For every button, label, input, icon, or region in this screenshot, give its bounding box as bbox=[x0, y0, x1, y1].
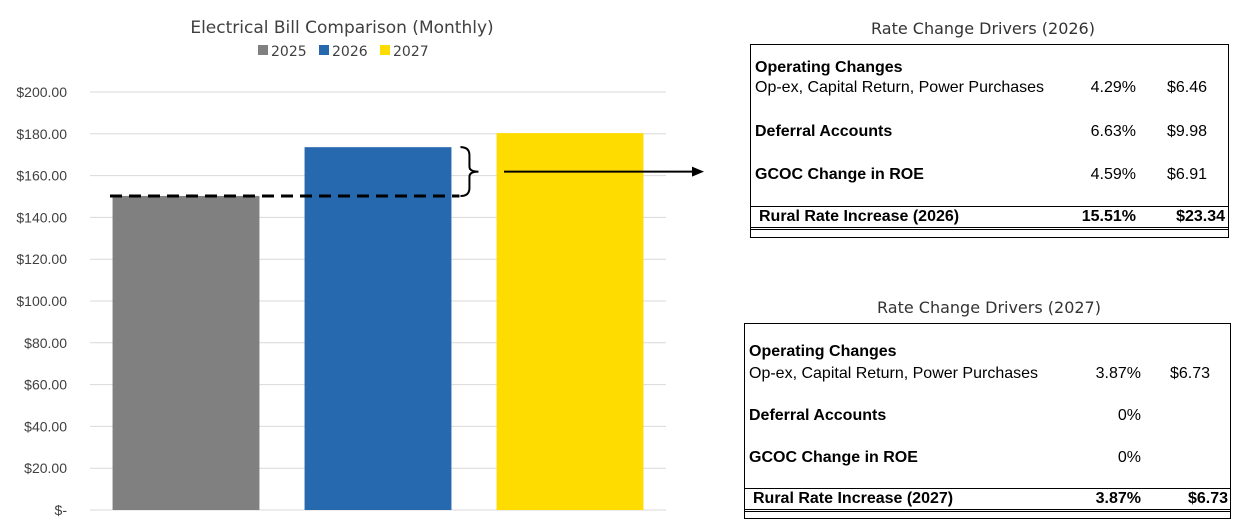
total-amt: $6.73 bbox=[1187, 490, 1228, 507]
y-tick-label: $180.00 bbox=[16, 126, 67, 142]
chart-bars bbox=[112, 133, 644, 511]
gcoc-label: GCOC Change in ROE bbox=[755, 166, 924, 183]
y-tick-label: $80.00 bbox=[24, 335, 67, 351]
legend-swatch-2025 bbox=[258, 45, 268, 55]
operating-changes-pct: 3.87% bbox=[1095, 365, 1141, 382]
legend-label-2025: 2025 bbox=[271, 44, 307, 60]
chart-annotations bbox=[110, 146, 704, 198]
bar-2027 bbox=[496, 133, 644, 511]
total-pct: 15.51% bbox=[1081, 208, 1136, 225]
table-2026-title: Rate Change Drivers (2026) bbox=[871, 19, 1095, 38]
gcoc-label: GCOC Change in ROE bbox=[749, 449, 918, 466]
y-axis: $- $20.00 $40.00 $60.00 $80.00 $100.00 $120.00… bbox=[16, 84, 67, 518]
y-tick-label: $- bbox=[55, 502, 68, 518]
operating-changes-label: Operating Changes bbox=[755, 59, 903, 76]
operating-changes-label: Operating Changes bbox=[749, 343, 897, 360]
bar-2025 bbox=[112, 195, 260, 510]
bill-comparison-chart: Electrical Bill Comparison (Monthly) 202… bbox=[16, 18, 704, 518]
y-tick-label: $200.00 bbox=[16, 84, 67, 100]
y-tick-label: $100.00 bbox=[16, 293, 67, 309]
legend-label-2027: 2027 bbox=[393, 44, 429, 60]
deferral-accounts-pct: 0% bbox=[1117, 407, 1141, 424]
deferral-accounts-label: Deferral Accounts bbox=[755, 123, 893, 140]
chart-title: Electrical Bill Comparison (Monthly) bbox=[190, 18, 493, 38]
operating-changes-sub: Op-ex, Capital Return, Power Purchases bbox=[749, 365, 1039, 382]
total-amt: $23.34 bbox=[1176, 208, 1225, 225]
total-pct: 3.87% bbox=[1095, 490, 1141, 507]
total-label: Rural Rate Increase (2027) bbox=[753, 490, 954, 507]
y-tick-label: $120.00 bbox=[16, 251, 67, 267]
y-tick-label: $40.00 bbox=[24, 418, 67, 434]
chart-legend: 2025 2026 2027 bbox=[258, 44, 429, 60]
table-2027-title: Rate Change Drivers (2027) bbox=[877, 298, 1101, 317]
total-label: Rural Rate Increase (2026) bbox=[759, 208, 960, 225]
legend-label-2026: 2026 bbox=[332, 44, 368, 60]
rate-drivers-2026-table: Operating Changes Op-ex, Capital Return,… bbox=[750, 44, 1229, 238]
total-row-2026: Rural Rate Increase (2026) 15.51% $23.34 bbox=[751, 206, 1228, 230]
bar-2026 bbox=[304, 147, 452, 510]
arrow-head-icon bbox=[692, 166, 704, 177]
gcoc-pct: 0% bbox=[1117, 449, 1141, 466]
operating-changes-pct: 4.29% bbox=[1090, 79, 1136, 96]
operating-changes-amt: $6.73 bbox=[1169, 365, 1210, 382]
y-tick-label: $20.00 bbox=[24, 460, 67, 476]
gcoc-pct: 4.59% bbox=[1090, 166, 1136, 183]
legend-swatch-2026 bbox=[319, 45, 329, 55]
deferral-accounts-amt: $9.98 bbox=[1166, 123, 1207, 140]
legend-swatch-2027 bbox=[380, 45, 390, 55]
operating-changes-amt: $6.46 bbox=[1166, 79, 1207, 96]
gcoc-amt: $6.91 bbox=[1166, 166, 1207, 183]
deferral-accounts-pct: 6.63% bbox=[1090, 123, 1136, 140]
deferral-accounts-label: Deferral Accounts bbox=[749, 407, 887, 424]
y-tick-label: $140.00 bbox=[16, 209, 67, 225]
y-tick-label: $60.00 bbox=[24, 377, 67, 393]
increase-bracket bbox=[460, 146, 479, 197]
rate-drivers-2027-table: Operating Changes Op-ex, Capital Return,… bbox=[744, 323, 1231, 519]
total-row-2027: Rural Rate Increase (2027) 3.87% $6.73 bbox=[745, 488, 1230, 512]
operating-changes-sub: Op-ex, Capital Return, Power Purchases bbox=[755, 79, 1045, 96]
y-tick-label: $160.00 bbox=[16, 168, 67, 184]
